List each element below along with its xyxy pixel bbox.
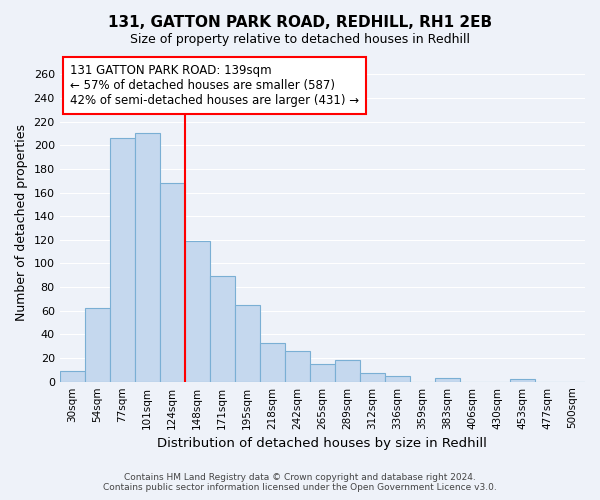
Y-axis label: Number of detached properties: Number of detached properties [15,124,28,320]
Bar [210,276,235,382]
Text: 131, GATTON PARK ROAD, REDHILL, RH1 2EB: 131, GATTON PARK ROAD, REDHILL, RH1 2EB [108,15,492,30]
Text: Size of property relative to detached houses in Redhill: Size of property relative to detached ho… [130,32,470,46]
Bar [385,376,410,382]
Bar [59,371,85,382]
Bar [360,374,385,382]
Bar [335,360,360,382]
Bar [260,342,285,382]
Bar [310,364,335,382]
Bar [435,378,460,382]
Text: 131 GATTON PARK ROAD: 139sqm
← 57% of detached houses are smaller (587)
42% of s: 131 GATTON PARK ROAD: 139sqm ← 57% of de… [70,64,359,107]
Bar [235,305,260,382]
Bar [185,241,210,382]
Bar [285,351,310,382]
Bar [510,380,535,382]
Bar [160,183,185,382]
Bar [110,138,135,382]
Bar [135,134,160,382]
X-axis label: Distribution of detached houses by size in Redhill: Distribution of detached houses by size … [157,437,487,450]
Bar [85,308,110,382]
Text: Contains HM Land Registry data © Crown copyright and database right 2024.
Contai: Contains HM Land Registry data © Crown c… [103,473,497,492]
